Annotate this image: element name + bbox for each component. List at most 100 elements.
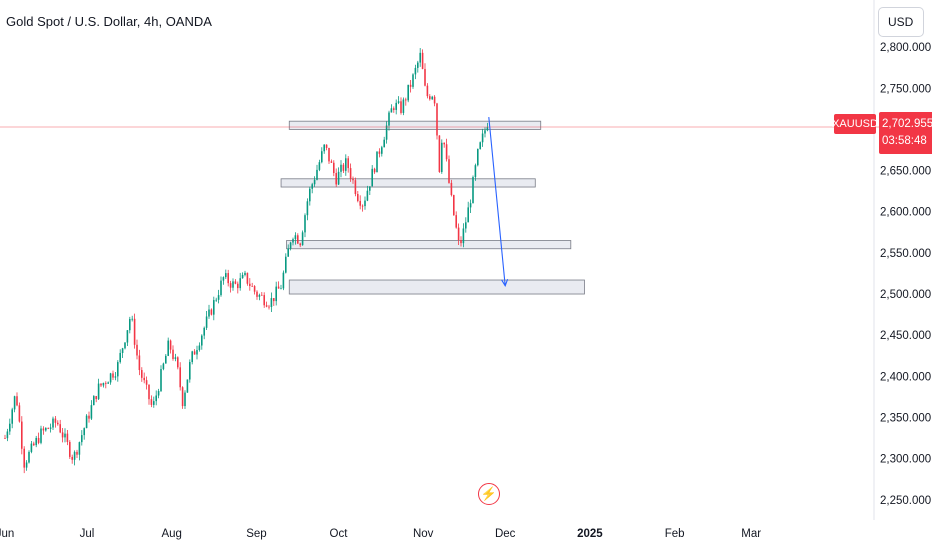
candle-body [201, 335, 203, 346]
candle-body [167, 340, 169, 356]
candle-body [179, 367, 181, 388]
candle-body [309, 188, 311, 202]
candle-body [88, 415, 90, 419]
candle-body [253, 286, 256, 292]
candle-body [57, 422, 59, 425]
candle-body [412, 74, 414, 87]
candle-body [443, 142, 445, 145]
price-tick-label: 2,250.000 [880, 495, 931, 507]
candle-body [30, 443, 33, 452]
candle-body [239, 278, 241, 289]
candle-body [289, 242, 292, 249]
candle-body [417, 62, 419, 68]
candle-body [292, 239, 294, 243]
candle-body [376, 151, 378, 173]
candle-body [227, 273, 229, 284]
candle-body [148, 384, 150, 400]
price-tick-label: 2,750.000 [880, 83, 931, 95]
candle-body [49, 427, 52, 429]
price-axis[interactable]: 2,250.000 2,300.000 2,350.000 2,400.000 2,45… [873, 0, 931, 520]
candle-body [256, 291, 258, 297]
candle-body [457, 227, 460, 241]
candle-body [18, 405, 21, 422]
candle-body [431, 96, 433, 100]
zones-layer [280, 120, 585, 295]
candle-body [285, 256, 287, 273]
candle-body [400, 101, 402, 113]
candle-body [6, 431, 9, 439]
candle-body [229, 283, 232, 288]
candle-body [366, 190, 369, 201]
candle-body [11, 409, 13, 424]
candle-body [16, 396, 18, 406]
candle-body [369, 186, 371, 191]
candle-body [215, 299, 217, 301]
candle-body [234, 281, 237, 284]
candle-body [381, 147, 383, 154]
candle-body [241, 274, 244, 279]
candle-body [270, 298, 273, 307]
currency-button[interactable]: USD [878, 7, 924, 37]
candle-body [85, 415, 88, 429]
candle-body [323, 144, 325, 152]
candle-body [397, 101, 400, 103]
candle-body [28, 451, 30, 463]
candle-body [109, 373, 112, 383]
candle-body [102, 382, 105, 386]
candle-body [93, 396, 95, 406]
candle-body [477, 148, 479, 166]
candle-body [61, 432, 64, 438]
candle-body [280, 288, 282, 290]
candle-body [390, 108, 393, 113]
candle-body [184, 392, 186, 407]
sr-zone [280, 178, 536, 188]
price-tick-label: 2,450.000 [880, 330, 931, 342]
candle-body [95, 396, 97, 400]
price-tick-label: 2,800.000 [880, 42, 931, 54]
lightning-icon[interactable]: ⚡ [478, 483, 500, 505]
candle-body [52, 418, 54, 428]
candle-body [40, 428, 42, 443]
candle-body [37, 437, 40, 443]
candle-body [484, 130, 486, 134]
candle-body [378, 151, 381, 154]
candle-body [189, 362, 191, 380]
candle-body [47, 427, 49, 429]
candle-body [90, 405, 93, 419]
price-tick-label: 2,500.000 [880, 289, 931, 301]
candle-body [97, 383, 100, 400]
candle-body [249, 283, 251, 286]
time-tick-label: Jun [0, 528, 14, 540]
last-price-label: 2,702.955 03:58:48 [879, 112, 932, 154]
time-tick-label: Sep [246, 528, 266, 540]
candle-body [455, 215, 457, 228]
candle-body [438, 135, 441, 172]
candle-body [354, 180, 357, 195]
candle-body [424, 68, 426, 86]
time-tick-label: Oct [330, 528, 349, 540]
candle-body [321, 151, 323, 163]
time-tick-label: Jul [80, 528, 95, 540]
candle-body [349, 168, 352, 179]
candle-body [155, 395, 157, 402]
candle-body [304, 215, 306, 233]
candle-body [203, 327, 205, 336]
candle-body [402, 99, 405, 113]
candle-body [294, 235, 297, 240]
candle-body [306, 201, 309, 216]
candle-body [460, 240, 462, 244]
candle-body [340, 164, 342, 172]
candle-body [347, 158, 349, 169]
candle-body [393, 108, 395, 110]
candle-body [210, 309, 213, 315]
candle-body [407, 84, 409, 101]
candle-body [232, 281, 234, 288]
candle-body [352, 178, 354, 181]
candle-body [325, 144, 328, 148]
candle-body [246, 272, 249, 284]
candle-body [436, 103, 438, 136]
candle-body [469, 203, 472, 208]
time-axis[interactable]: Jun Jul Aug Sep Oct Nov Dec 2025 Feb Mar [0, 528, 761, 540]
candle-body [277, 286, 280, 289]
